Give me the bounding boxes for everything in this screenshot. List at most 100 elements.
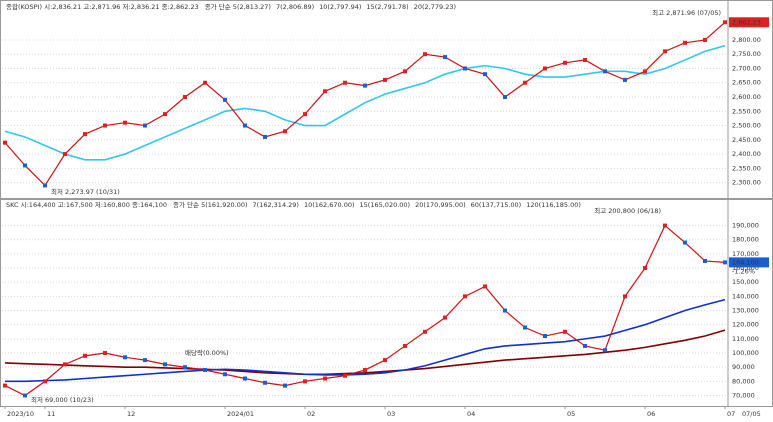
candle bbox=[523, 325, 527, 330]
y-tick-label: 2,550.00 bbox=[732, 107, 761, 115]
candle bbox=[43, 183, 47, 188]
candle bbox=[83, 132, 87, 137]
price-line bbox=[4, 329, 726, 376]
candle bbox=[303, 112, 307, 117]
candle bbox=[323, 89, 327, 94]
y-tick-label: 190,000 bbox=[732, 222, 759, 230]
ma-label: 60(137,715.00) bbox=[471, 201, 522, 209]
y-tick-label: 2,350.00 bbox=[732, 164, 761, 172]
candle bbox=[383, 77, 387, 82]
candle bbox=[663, 49, 667, 54]
last-price: 164,100 bbox=[732, 258, 759, 266]
ma-label: 7(2,806.89) bbox=[276, 3, 314, 11]
candle bbox=[443, 55, 447, 60]
candle bbox=[163, 362, 167, 367]
y-tick-label: 2,700.00 bbox=[732, 64, 761, 72]
candle bbox=[503, 308, 507, 313]
candle bbox=[363, 368, 367, 373]
x-tick-label: 12 bbox=[127, 410, 135, 418]
candle bbox=[623, 77, 627, 82]
candle bbox=[203, 368, 207, 373]
y-tick-label: 2,450.00 bbox=[732, 136, 761, 144]
candle bbox=[103, 351, 107, 356]
x-tick-label: 05 bbox=[567, 410, 575, 418]
candle bbox=[463, 294, 467, 299]
y-tick-label: 130,000 bbox=[732, 307, 759, 315]
y-tick-label: 140,000 bbox=[732, 292, 759, 300]
candle bbox=[683, 40, 687, 45]
candle bbox=[123, 120, 127, 125]
candle bbox=[143, 358, 147, 363]
ma-label: 15(2,791.78) bbox=[366, 3, 408, 11]
price-line bbox=[4, 44, 726, 161]
ma-label: 20(170,995.00) bbox=[415, 201, 466, 209]
price-line bbox=[4, 21, 726, 187]
last-price-box bbox=[729, 17, 769, 28]
ma-label: 10(2,797.94) bbox=[319, 3, 361, 11]
candle bbox=[423, 329, 427, 334]
x-tick-label: 03 bbox=[387, 410, 395, 418]
y-tick-label: 170,000 bbox=[732, 250, 759, 258]
y-tick-label: 2,600.00 bbox=[732, 93, 761, 101]
candle bbox=[403, 343, 407, 348]
event-note: 배당락(0.00%) bbox=[185, 348, 229, 357]
ma-label: 15(165,020.00) bbox=[360, 201, 411, 209]
y-tick-label: 150,000 bbox=[732, 278, 759, 286]
y-tick-label: 2,300.00 bbox=[732, 179, 761, 187]
price-line bbox=[5, 298, 726, 383]
candle bbox=[263, 134, 267, 139]
candle bbox=[143, 123, 147, 128]
candle bbox=[563, 60, 567, 65]
candle bbox=[363, 83, 367, 88]
candle bbox=[523, 80, 527, 85]
candle bbox=[163, 112, 167, 117]
y-tick-label: 90,000 bbox=[732, 363, 755, 371]
y-tick-label: 2,650.00 bbox=[732, 79, 761, 87]
y-tick-label: 120,000 bbox=[732, 321, 759, 329]
ma-label: 10(162,670.00) bbox=[304, 201, 355, 209]
candle bbox=[243, 376, 247, 381]
candle bbox=[563, 329, 567, 334]
y-tick-label: 2,750.00 bbox=[732, 50, 761, 58]
candle bbox=[503, 95, 507, 100]
candle bbox=[683, 240, 687, 245]
candle bbox=[123, 355, 127, 360]
candle bbox=[223, 97, 227, 102]
high-note: 최고 2,871.96 (07/05) bbox=[652, 8, 721, 17]
y-tick-label: 110,000 bbox=[732, 335, 759, 343]
candle bbox=[43, 379, 47, 384]
change-label: -1.26% bbox=[732, 267, 755, 275]
candle bbox=[483, 72, 487, 77]
panel-header: 종합(KOSPI) 시:2,836.21 고:2,871.96 저:2,836.… bbox=[6, 2, 199, 11]
candle bbox=[83, 353, 87, 358]
candle bbox=[383, 358, 387, 363]
y-tick-label: 2,400.00 bbox=[732, 150, 761, 158]
low-note: 최저 2,273.97 (10/31) bbox=[51, 187, 120, 196]
last-price: 2,862.23 bbox=[732, 18, 761, 26]
candle bbox=[63, 362, 67, 367]
y-tick-label: 80,000 bbox=[732, 377, 755, 385]
ma-label: 종가 단순 5(2,813.27) bbox=[205, 2, 271, 11]
x-tick-label: 2023/10 bbox=[7, 410, 34, 418]
candle bbox=[23, 393, 27, 398]
last-price-box bbox=[729, 257, 769, 268]
last-date: 07/05 bbox=[742, 410, 761, 418]
candle bbox=[3, 140, 7, 145]
y-tick-label: 160,000 bbox=[732, 264, 759, 272]
x-tick-label: 2024/01 bbox=[227, 410, 254, 418]
x-tick-label: 02 bbox=[307, 410, 315, 418]
candle bbox=[183, 365, 187, 370]
candle bbox=[103, 123, 107, 128]
candle bbox=[723, 260, 727, 265]
ma-label: 7(162,314.29) bbox=[253, 201, 299, 209]
ma-label: 20(2,779.23) bbox=[414, 3, 456, 11]
y-tick-label: 2,800.00 bbox=[732, 36, 761, 44]
candle bbox=[403, 69, 407, 74]
candle bbox=[303, 379, 307, 384]
candle bbox=[283, 129, 287, 134]
candle bbox=[243, 123, 247, 128]
panel-header: SKC 시:164,400 고:167,500 저:160,800 종:164,… bbox=[6, 200, 167, 209]
candle bbox=[623, 294, 627, 299]
candle bbox=[203, 80, 207, 85]
